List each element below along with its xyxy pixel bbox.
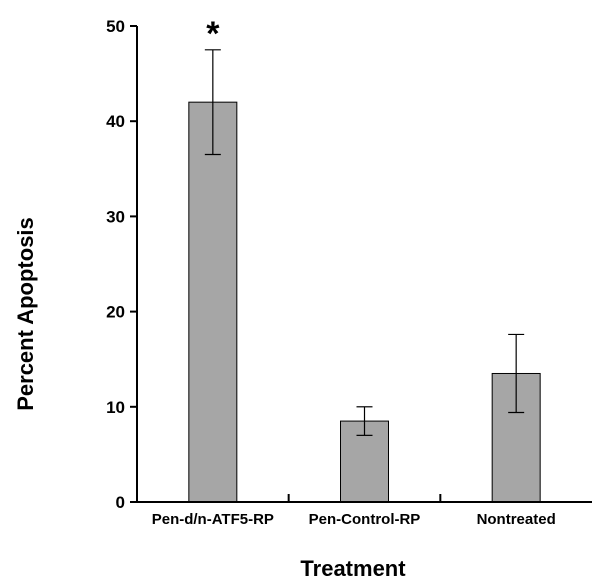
bar: [188, 101, 238, 503]
category-label: Pen-Control-RP: [309, 511, 421, 528]
y-tick-label: 10: [106, 398, 125, 417]
y-tick-label: 20: [106, 303, 125, 322]
y-tick-label: 50: [106, 17, 125, 36]
y-tick-label: 30: [106, 207, 125, 226]
ticks-layer: [130, 25, 442, 503]
axes-layer: [136, 26, 592, 503]
labels-layer: 0 10 20 30 40 50 Pen-d/n-ATF5-RP Pen-Control-RP…: [106, 15, 556, 528]
category-label: Nontreated: [477, 511, 556, 528]
category-label: Pen-d/n-ATF5-RP: [152, 511, 274, 528]
bars-layer: [188, 101, 541, 503]
error-bars-layer: [204, 49, 525, 436]
significance-marker: *: [206, 15, 220, 53]
x-axis-title: Treatment: [300, 556, 406, 581]
y-tick-label: 0: [116, 493, 125, 512]
y-axis-title: Percent Apoptosis: [13, 217, 38, 411]
y-tick-label: 40: [106, 112, 125, 131]
